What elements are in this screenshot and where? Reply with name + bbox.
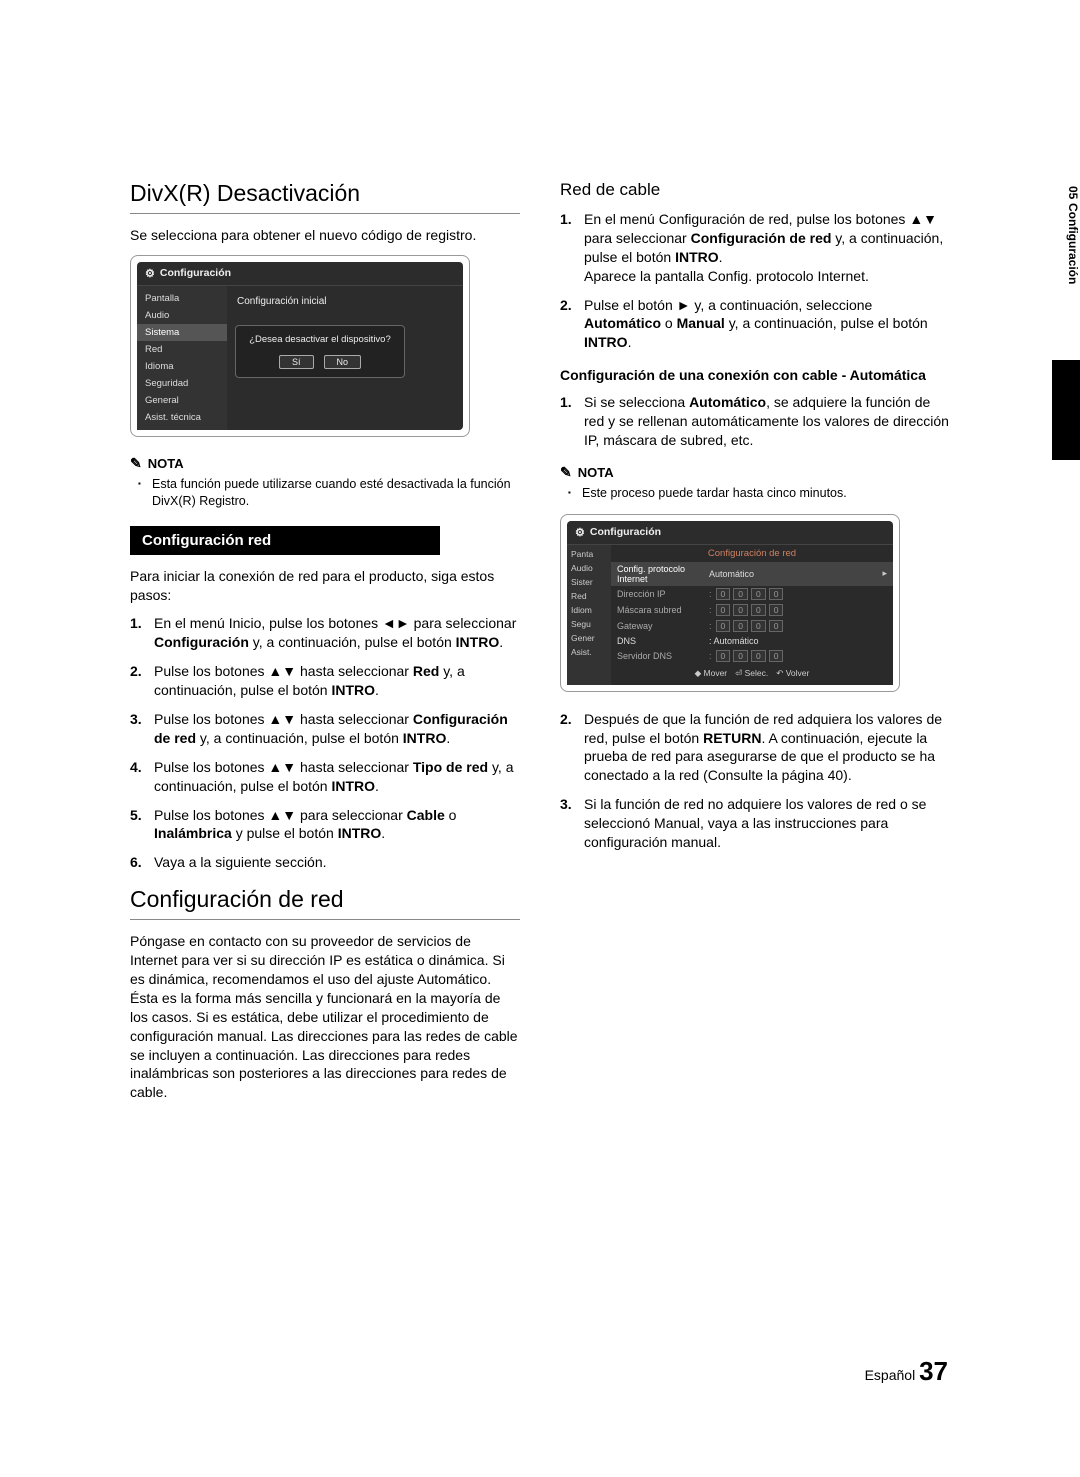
ip-boxes: 0000: [716, 588, 784, 600]
shot2-heading: Configuración de red: [611, 545, 893, 562]
shot2-side-item: Gener: [567, 631, 611, 645]
steps-auto: Si se selecciona Automático, se adquiere…: [560, 393, 950, 450]
step-item: Después de que la función de red adquier…: [560, 710, 950, 786]
p-red-intro: Para iniciar la conexión de red para el …: [130, 567, 520, 605]
dialog-yes-button[interactable]: Sí: [279, 355, 314, 369]
ip-row-label: Máscara subred: [617, 605, 705, 615]
shot1-menu-item[interactable]: Red: [137, 341, 227, 358]
ip-boxes: 0000: [716, 604, 784, 616]
right-column: Red de cable En el menú Configuración de…: [560, 180, 950, 1112]
shot2-side-item: Audio: [567, 561, 611, 575]
shot2-title: Configuración: [567, 521, 893, 545]
shot1-menu-item[interactable]: Asist. técnica: [137, 409, 227, 426]
proto-label: Config. protocolo Internet: [617, 564, 705, 584]
screenshot-deactivate: Configuración PantallaAudioSistemaRedIdi…: [130, 255, 470, 437]
p-cfg-de-red: Póngase en contacto con su proveedor de …: [130, 932, 520, 1102]
section-bar-red: Configuración red: [130, 526, 440, 555]
shot1-title: Configuración: [137, 262, 463, 286]
ip-row: Gateway:0000: [611, 618, 893, 634]
dns-server-ip: 0000: [716, 650, 784, 662]
ip-row: Máscara subred:0000: [611, 602, 893, 618]
steps-after: Después de que la función de red adquier…: [560, 710, 950, 852]
ip-boxes: 0000: [716, 620, 784, 632]
dns-row: DNS : Automático: [611, 634, 893, 648]
screenshot-network: Configuración PantaAudioSisterRedIdiomSe…: [560, 514, 900, 692]
shot2-side-item: Asist.: [567, 645, 611, 659]
shot1-menu-item[interactable]: Idioma: [137, 358, 227, 375]
dns-label: DNS: [617, 636, 705, 646]
shot1-menu-item[interactable]: Pantalla: [137, 290, 227, 307]
nota-header: NOTA: [130, 455, 520, 472]
chevron-right-icon: ▸: [882, 568, 887, 579]
step-item: Pulse el botón ► y, a continuación, sele…: [560, 296, 950, 353]
left-column: DivX(R) Desactivación Se selecciona para…: [130, 180, 520, 1112]
dns-server-label: Servidor DNS: [617, 651, 705, 661]
shot2-sidemenu: PantaAudioSisterRedIdiomSeguGenerAsist.: [567, 545, 611, 685]
p-divx: Se selecciona para obtener el nuevo códi…: [130, 226, 520, 245]
step-item: Si la función de red no adquiere los val…: [560, 795, 950, 852]
step-item: Pulse los botones ▲▼ hasta seleccionar T…: [130, 758, 520, 796]
ip-row-label: Gateway: [617, 621, 705, 631]
shot2-side-item: Sister: [567, 575, 611, 589]
shot2-side-item: Red: [567, 589, 611, 603]
step-item: Vaya a la siguiente sección.: [130, 853, 520, 872]
shot1-menu-item[interactable]: Sistema: [137, 324, 227, 341]
nota2-text: Este proceso puede tardar hasta cinco mi…: [582, 485, 950, 502]
chapter-number: 05: [1052, 182, 1080, 199]
step-item: En el menú Inicio, pulse los botones ◄► …: [130, 614, 520, 652]
footer-lang: Español: [865, 1367, 916, 1383]
proto-value: Automático: [709, 569, 754, 579]
shot1-menu-item[interactable]: Audio: [137, 307, 227, 324]
page-footer: Español 37: [865, 1356, 948, 1387]
shot1-menu-item[interactable]: General: [137, 392, 227, 409]
page-edge-tab: [1052, 360, 1080, 460]
shot1-cfg-initial: Configuración inicial: [235, 292, 455, 311]
nota1-text: Esta función puede utilizarse cuando est…: [152, 476, 520, 510]
heading-cable: Red de cable: [560, 180, 950, 200]
deactivate-dialog: ¿Desea desactivar el dispositivo? Sí No: [235, 325, 405, 378]
shot2-proto-row[interactable]: Config. protocolo Internet Automático ▸: [611, 562, 893, 586]
step-item: Pulse los botones ▲▼ para seleccionar Ca…: [130, 806, 520, 844]
nota-header-2: NOTA: [560, 464, 950, 481]
footer-page: 37: [919, 1356, 948, 1386]
dialog-no-button[interactable]: No: [324, 355, 362, 369]
shot2-side-item: Segu: [567, 617, 611, 631]
steps-red: En el menú Inicio, pulse los botones ◄► …: [130, 614, 520, 872]
dialog-question: ¿Desea desactivar el dispositivo?: [244, 334, 396, 345]
steps-cable: En el menú Configuración de red, pulse l…: [560, 210, 950, 352]
dns-server-row: Servidor DNS : 0000: [611, 648, 893, 664]
dns-value: : Automático: [709, 636, 759, 646]
step-item: En el menú Configuración de red, pulse l…: [560, 210, 950, 286]
step-item: Pulse los botones ▲▼ hasta seleccionar R…: [130, 662, 520, 700]
shot1-sidemenu: PantallaAudioSistemaRedIdiomaSeguridadGe…: [137, 286, 227, 430]
chapter-tab: 05 Configuración: [1052, 182, 1080, 352]
step-item: Si se selecciona Automático, se adquiere…: [560, 393, 950, 450]
heading-divx: DivX(R) Desactivación: [130, 180, 520, 214]
ip-row-label: Dirección IP: [617, 589, 705, 599]
shot2-side-item: Idiom: [567, 603, 611, 617]
sub-bold: Configuración de una conexión con cable …: [560, 366, 950, 385]
ip-row: Dirección IP:0000: [611, 586, 893, 602]
step-item: Pulse los botones ▲▼ hasta seleccionar C…: [130, 710, 520, 748]
chapter-label: Configuración: [1052, 199, 1080, 284]
heading-cfg-de-red: Configuración de red: [130, 886, 520, 920]
shot2-footer: ◆ Mover⏎ Selec.↶ Volver: [611, 664, 893, 685]
shot1-menu-item[interactable]: Seguridad: [137, 375, 227, 392]
shot2-side-item: Panta: [567, 547, 611, 561]
